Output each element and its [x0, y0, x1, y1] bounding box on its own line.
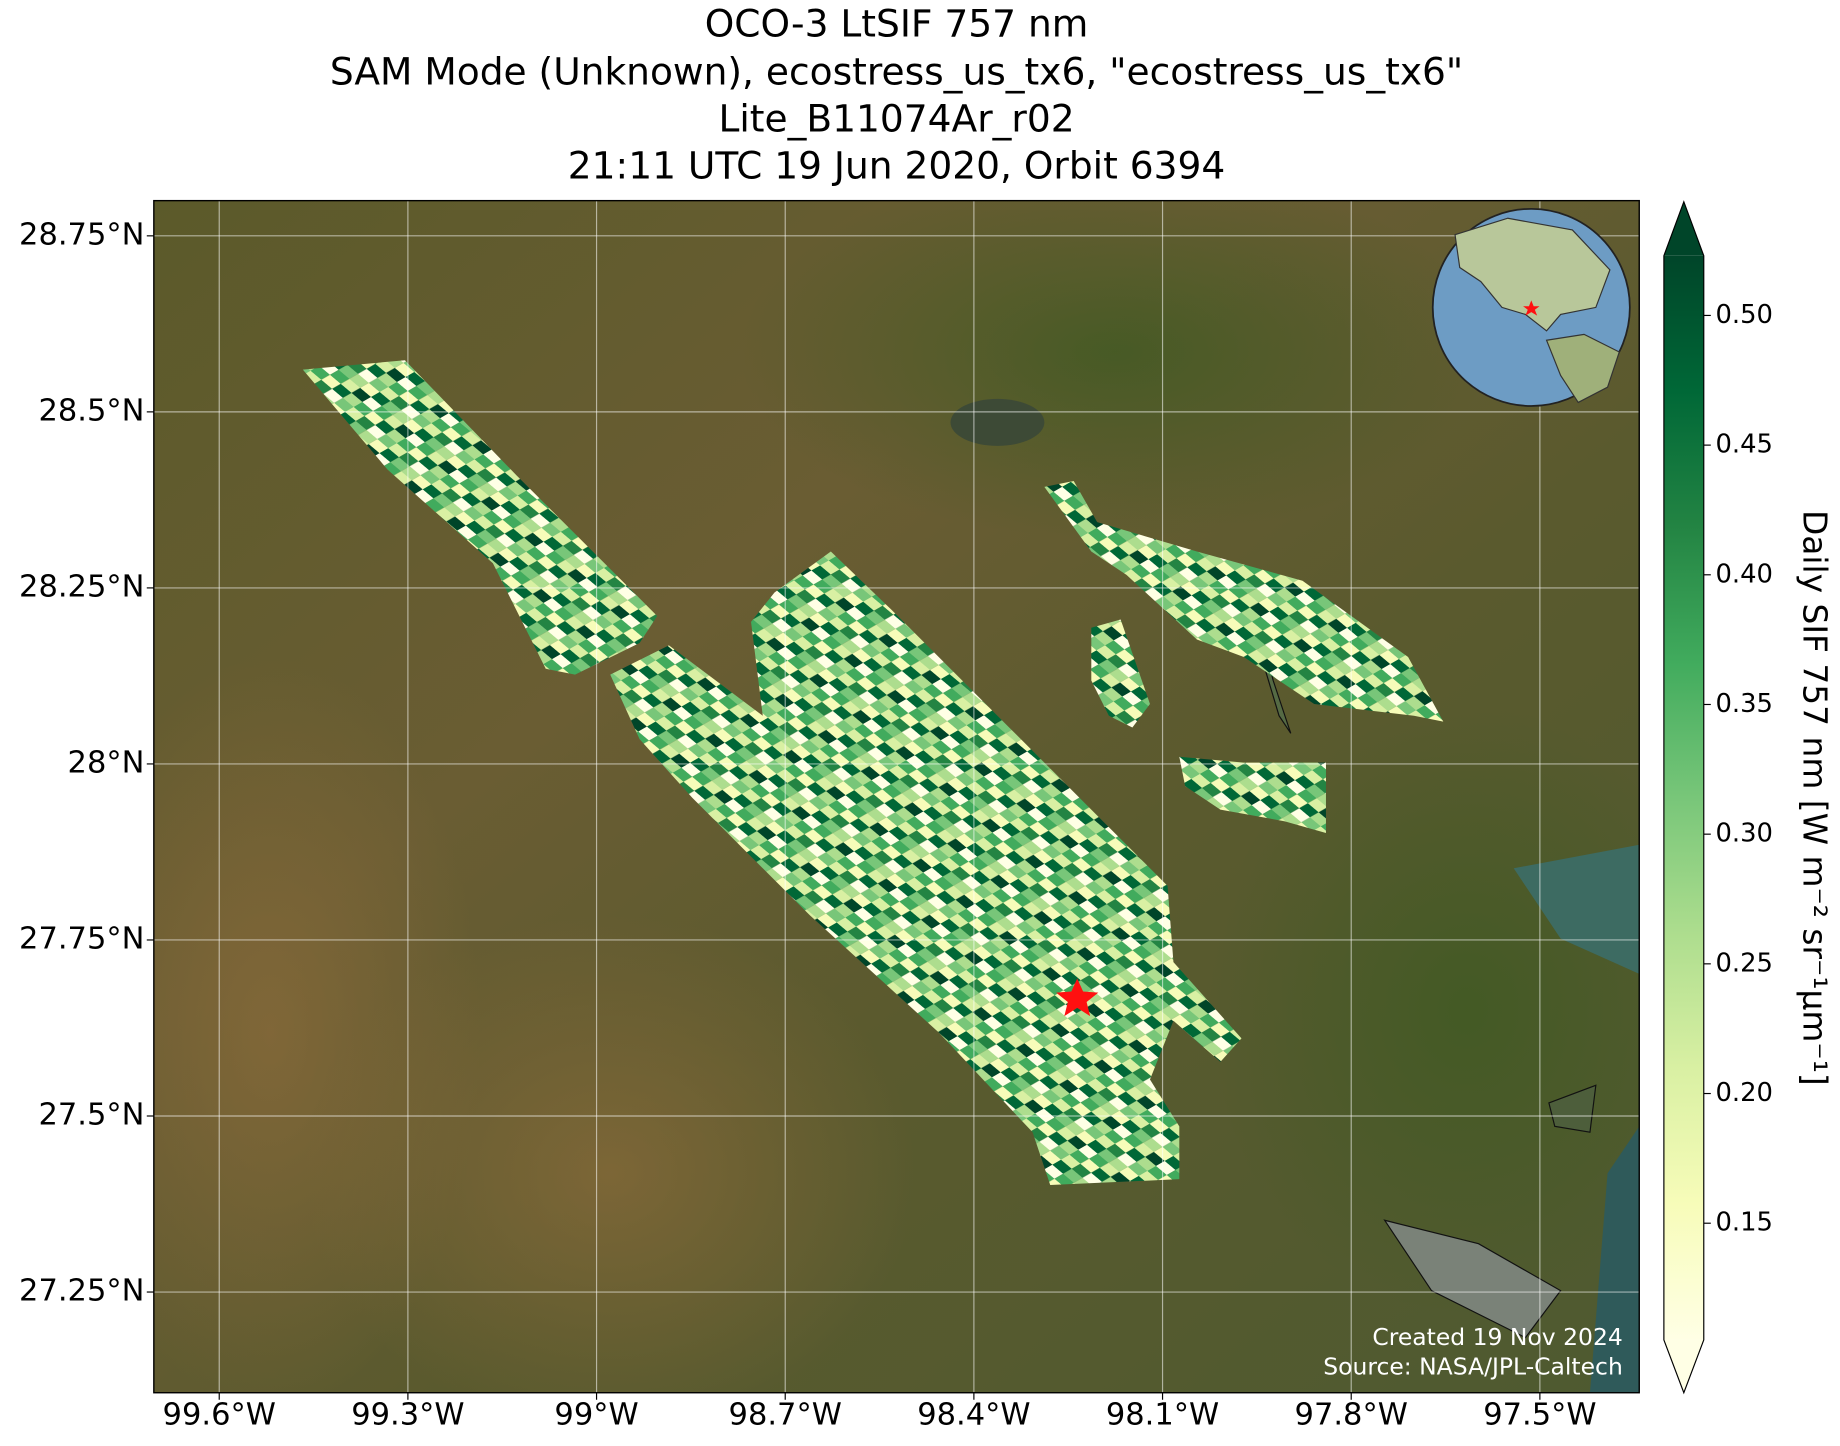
y-tick-label: 28.5°N: [38, 393, 144, 428]
basemap: [153, 200, 1640, 1393]
gridlines: [153, 200, 1640, 1393]
colorbar: 0.15 0.20 0.25 0.30 0.35 0.40 0.45 0.50: [1663, 200, 1773, 1395]
y-tick-label: 27.75°N: [19, 921, 144, 956]
colorbar-tick-label: 0.25: [1716, 948, 1773, 978]
x-tick-label: 99°W: [554, 1398, 638, 1433]
y-tick-label: 28°N: [68, 745, 145, 780]
y-tick-label: 28.75°N: [19, 217, 144, 252]
colorbar-body: [1663, 255, 1704, 1340]
inset-globe: [1431, 207, 1631, 407]
y-tick-label: 27.5°N: [38, 1097, 144, 1132]
y-tick-label: 28.25°N: [19, 569, 144, 604]
x-tick-label: 99.3°W: [351, 1398, 464, 1433]
x-tick-label: 98.7°W: [729, 1398, 842, 1433]
title-line: OCO-3 LtSIF 757 nm: [705, 1, 1089, 45]
colorbar-tick-label: 0.20: [1716, 1078, 1773, 1108]
title-line: 21:11 UTC 19 Jun 2020, Orbit 6394: [568, 143, 1225, 187]
colorbar-tick-label: 0.30: [1716, 819, 1773, 849]
map-frame: [153, 199, 1640, 1394]
x-tick-label: 99.6°W: [163, 1398, 276, 1433]
colorbar-extend-top: [1663, 201, 1704, 256]
colorbar-tick-label: 0.45: [1716, 430, 1773, 460]
title-line: SAM Mode (Unknown), ecostress_us_tx6, "e…: [330, 49, 1463, 93]
colorbar-outline: [1663, 200, 1705, 1395]
annotation: Created 19 Nov 2024: [1372, 1323, 1622, 1351]
colorbar-label: Daily SIF 757 nm [W m⁻² sr⁻¹µm⁻¹]: [1795, 510, 1833, 1086]
annotation: Source: NASA/JPL-Caltech: [1323, 1353, 1623, 1381]
colorbar-tick-label: 0.50: [1716, 300, 1773, 330]
sif-swaths: [302, 360, 1444, 1186]
y-tick-label: 27.25°N: [19, 1274, 144, 1309]
x-tick-label: 97.8°W: [1295, 1398, 1408, 1433]
x-tick-label: 97.5°W: [1483, 1398, 1596, 1433]
colorbar-tick-label: 0.40: [1716, 559, 1773, 589]
colorbar-extend-bottom: [1663, 1339, 1704, 1393]
title-line: Lite_B11074Ar_r02: [718, 96, 1074, 140]
colorbar-tick-label: 0.35: [1716, 689, 1773, 719]
colorbar-tick-label: 0.15: [1716, 1208, 1773, 1238]
x-tick-label: 98.4°W: [917, 1398, 1030, 1433]
x-tick-label: 98.1°W: [1106, 1398, 1219, 1433]
